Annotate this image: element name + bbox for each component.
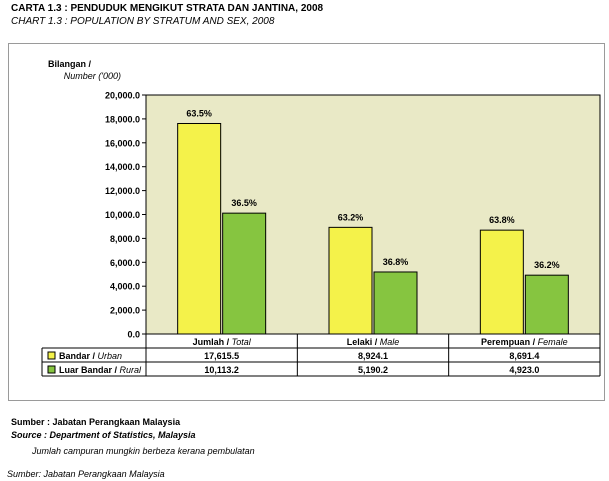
chart-frame <box>8 43 605 401</box>
table-value-rural: 4,923.0 <box>509 365 539 375</box>
bar-percent-label: 36.5% <box>231 198 257 208</box>
y-axis-unit-label: Number ('000) <box>64 71 121 81</box>
y-tick-label: 2,000.0 <box>110 306 140 316</box>
legend-swatch-urban <box>47 351 56 360</box>
bar-percent-label: 63.2% <box>338 212 364 222</box>
y-tick-label: 14,000.0 <box>105 162 140 172</box>
bar-urban <box>177 122 222 335</box>
bar-percent-label: 36.2% <box>534 260 560 270</box>
legend-label-rural: Luar Bandar / Rural <box>59 365 142 375</box>
y-tick-label: 18,000.0 <box>105 114 140 124</box>
y-tick-label: 20,000.0 <box>105 91 140 101</box>
y-tick-label: 0.0 <box>127 330 140 340</box>
y-tick-label: 10,000.0 <box>105 210 140 220</box>
bar-rural <box>222 212 267 335</box>
table-value-urban: 8,691.4 <box>509 351 539 361</box>
bar-urban <box>479 229 524 335</box>
chart-title: CARTA 1.3 : PENDUDUK MENGIKUT STRATA DAN… <box>11 3 324 14</box>
legend-label-urban: Bandar / Urban <box>59 351 122 361</box>
legend-swatch-rural <box>47 365 56 374</box>
rounding-note: Jumlah campuran mungkin berbeza kerana p… <box>32 446 255 456</box>
bar-percent-label: 63.5% <box>186 108 212 118</box>
source-english: Source : Department of Statistics, Malay… <box>11 430 196 440</box>
y-tick-label: 4,000.0 <box>110 282 140 292</box>
y-tick-label: 16,000.0 <box>105 138 140 148</box>
bar-rural <box>524 274 569 335</box>
chart-subtitle: CHART 1.3 : POPULATION BY STRATUM AND SE… <box>11 16 275 27</box>
table-value-urban: 8,924.1 <box>358 351 388 361</box>
bar-percent-label: 36.8% <box>383 257 409 267</box>
x-category-label: Perempuan / Female <box>481 337 568 347</box>
x-category-label: Lelaki / Male <box>347 337 400 347</box>
y-axis-label: Bilangan / <box>48 59 92 69</box>
source-malay: Sumber : Jabatan Perangkaan Malaysia <box>11 417 181 427</box>
y-tick-label: 8,000.0 <box>110 234 140 244</box>
table-value-rural: 5,190.2 <box>358 365 388 375</box>
y-tick-label: 6,000.0 <box>110 258 140 268</box>
source-bottom: Sumber: Jabatan Perangkaan Malaysia <box>7 469 165 479</box>
table-value-rural: 10,113.2 <box>204 365 239 375</box>
x-category-label: Jumlah / Total <box>193 337 252 347</box>
bar-rural <box>373 271 418 335</box>
bar-urban <box>328 226 373 335</box>
y-tick-label: 12,000.0 <box>105 186 140 196</box>
bar-percent-label: 63.8% <box>489 215 515 225</box>
table-value-urban: 17,615.5 <box>204 351 239 361</box>
